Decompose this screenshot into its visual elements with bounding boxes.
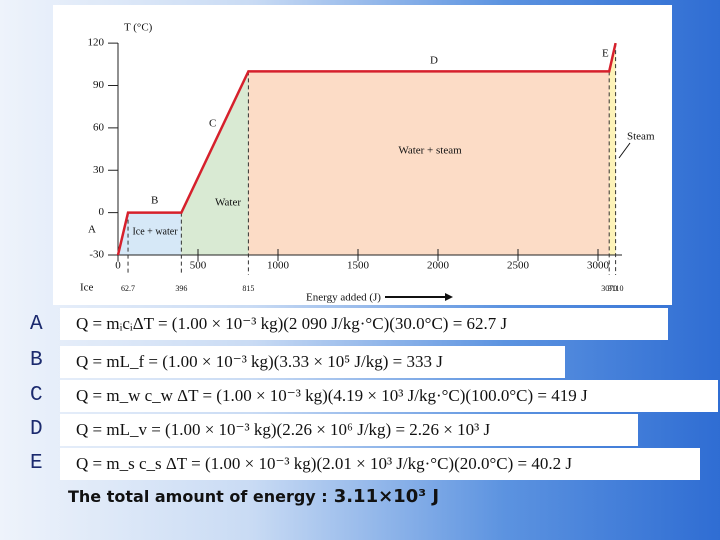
region-label: Ice bbox=[80, 282, 94, 294]
region-label: Water + steam bbox=[398, 145, 462, 157]
region-label: A bbox=[88, 224, 96, 236]
y-tick-label: 60 bbox=[93, 121, 105, 133]
equation: Q = mᵢcᵢΔT = (1.00 × 10⁻³ kg)(2 090 J/kg… bbox=[60, 308, 668, 340]
y-tick-label: -30 bbox=[89, 249, 104, 261]
region-fill bbox=[128, 212, 182, 255]
region-fill bbox=[609, 43, 616, 255]
y-axis-label: T (°C) bbox=[124, 22, 153, 34]
y-tick-label: 90 bbox=[93, 79, 105, 91]
total-value: 3.11×10³ J bbox=[333, 486, 440, 507]
eq-label: E : bbox=[30, 452, 68, 475]
y-tick-label: 0 bbox=[99, 206, 105, 218]
eq-label: A : bbox=[30, 313, 68, 336]
heating-curve bbox=[116, 42, 617, 256]
point-label: 3070 bbox=[601, 284, 617, 293]
region-label: D bbox=[430, 55, 438, 67]
eq-label: C : bbox=[30, 384, 68, 407]
y-tick-label: 30 bbox=[93, 164, 105, 176]
x-tick-label: 1500 bbox=[347, 260, 370, 272]
steam-arrow bbox=[618, 142, 631, 159]
total: The total amount of energy : 3.11×10³ J bbox=[68, 486, 439, 507]
y-tick-label: 120 bbox=[88, 37, 105, 49]
region-label: C bbox=[209, 118, 216, 130]
equation: Q = mL_f = (1.00 × 10⁻³ kg)(3.33 × 10⁵ J… bbox=[60, 346, 565, 378]
eq-label: D : bbox=[30, 418, 68, 441]
eq-label: B : bbox=[30, 349, 68, 372]
chart: T (°C) Energy added (J) A Ice B Ice + wa… bbox=[53, 5, 672, 305]
region-label: E bbox=[602, 48, 609, 60]
point-label: 62.7 bbox=[121, 284, 135, 293]
x-tick-label: 1000 bbox=[267, 260, 290, 272]
point-label: 396 bbox=[175, 284, 187, 293]
x-tick-label: 3000 bbox=[587, 260, 610, 272]
x-tick-label: 2000 bbox=[427, 260, 450, 272]
region-fill bbox=[248, 71, 610, 255]
region-label: Water bbox=[215, 197, 241, 209]
equation: Q = m_s c_s ΔT = (1.00 × 10⁻³ kg)(2.01 ×… bbox=[60, 448, 700, 480]
x-tick-label: 0 bbox=[115, 260, 121, 272]
point-label: 3110 bbox=[608, 284, 624, 293]
region-fill bbox=[181, 71, 249, 255]
x-tick-label: 500 bbox=[190, 260, 207, 272]
x-axis-arrowhead bbox=[445, 293, 453, 301]
equation: Q = mL_v = (1.00 × 10⁻³ kg)(2.26 × 10⁶ J… bbox=[60, 414, 638, 446]
region-label: Steam bbox=[627, 131, 655, 143]
region-label: B bbox=[151, 195, 158, 207]
total-text: The total amount of energy : bbox=[68, 487, 328, 506]
x-axis-label: Energy added (J) bbox=[306, 292, 381, 304]
equation: Q = m_w c_w ΔT = (1.00 × 10⁻³ kg)(4.19 ×… bbox=[60, 380, 718, 412]
region-label: Ice + water bbox=[132, 226, 178, 237]
x-tick-label: 2500 bbox=[507, 260, 530, 272]
point-label: 815 bbox=[242, 284, 254, 293]
